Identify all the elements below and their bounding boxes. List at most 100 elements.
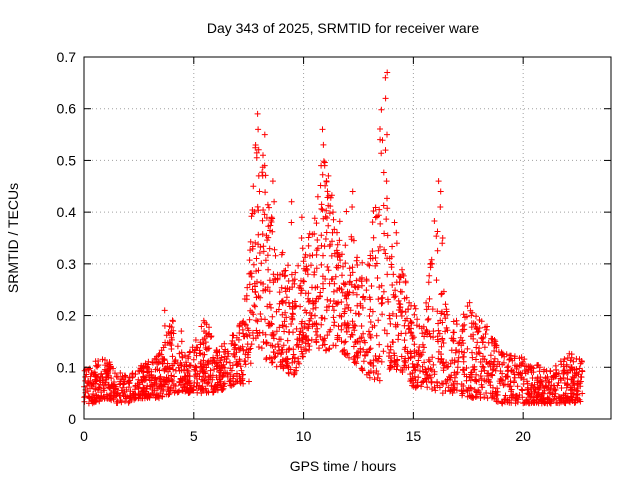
- data-point: [223, 359, 230, 365]
- data-point: [269, 313, 276, 320]
- data-point: [365, 261, 371, 268]
- data-point: [216, 359, 223, 366]
- data-point: [557, 358, 564, 365]
- data-point: [413, 349, 420, 356]
- data-point: [423, 376, 430, 383]
- data-point: [304, 271, 311, 278]
- data-point: [514, 383, 521, 390]
- data-point: [369, 255, 376, 262]
- data-point: [411, 302, 418, 309]
- data-point: [349, 204, 356, 210]
- data-point: [118, 376, 125, 382]
- data-point: [114, 390, 121, 397]
- data-point: [330, 209, 336, 216]
- data-point: [286, 329, 293, 335]
- data-point: [274, 276, 281, 283]
- data-point: [525, 366, 532, 373]
- data-point: [539, 379, 546, 385]
- data-point: [262, 316, 268, 323]
- data-point: [568, 390, 575, 397]
- data-point: [370, 357, 377, 364]
- data-point: [349, 264, 356, 271]
- data-point: [492, 388, 499, 395]
- data-point: [351, 327, 358, 334]
- data-point: [462, 314, 468, 321]
- data-point: [438, 291, 445, 298]
- data-point: [489, 367, 496, 374]
- data-point: [323, 229, 330, 236]
- data-point: [198, 364, 205, 371]
- data-point: [159, 393, 166, 400]
- data-point: [327, 298, 334, 304]
- data-point: [102, 357, 108, 363]
- data-point: [319, 336, 326, 343]
- data-point: [376, 206, 383, 213]
- data-point: [323, 307, 330, 314]
- data-point: [288, 198, 295, 205]
- data-point: [320, 337, 327, 344]
- data-point: [82, 377, 89, 384]
- data-point: [152, 392, 159, 399]
- data-point: [484, 373, 491, 379]
- data-point: [291, 304, 298, 311]
- data-point: [402, 344, 409, 351]
- data-point: [257, 279, 264, 286]
- data-point: [285, 262, 291, 269]
- data-point: [263, 355, 270, 361]
- data-point: [236, 373, 243, 380]
- data-point: [298, 214, 305, 221]
- data-point: [202, 385, 209, 392]
- data-point: [87, 385, 93, 392]
- data-point: [305, 242, 312, 249]
- data-point: [381, 230, 388, 237]
- data-point: [169, 353, 176, 360]
- data-point: [384, 232, 391, 239]
- data-point: [388, 253, 395, 260]
- data-point: [463, 365, 470, 371]
- data-point: [445, 384, 452, 391]
- data-point: [506, 356, 513, 363]
- data-point: [573, 355, 580, 362]
- data-point: [367, 331, 373, 338]
- y-tick-label: 0.3: [57, 256, 77, 272]
- data-point: [246, 270, 253, 277]
- data-point: [219, 364, 226, 370]
- data-point: [283, 294, 290, 301]
- data-point: [455, 340, 462, 347]
- data-point: [411, 311, 418, 318]
- data-point: [326, 303, 332, 310]
- data-point: [263, 215, 270, 221]
- data-point: [252, 303, 258, 310]
- data-point: [349, 269, 356, 276]
- data-point: [123, 386, 130, 393]
- data-point: [185, 379, 192, 386]
- data-point: [314, 193, 321, 200]
- data-point: [348, 281, 355, 288]
- data-point: [383, 178, 390, 185]
- data-point: [247, 345, 254, 352]
- data-point: [361, 352, 368, 358]
- data-point: [489, 393, 496, 400]
- data-point: [375, 371, 382, 377]
- data-point: [544, 373, 551, 380]
- data-point: [199, 383, 206, 390]
- data-point: [190, 356, 197, 363]
- data-point: [171, 389, 178, 396]
- data-point: [355, 284, 362, 291]
- data-point: [242, 358, 249, 365]
- data-point: [262, 189, 269, 196]
- data-point: [425, 303, 432, 310]
- data-point: [271, 354, 278, 361]
- data-point: [401, 337, 408, 344]
- data-point: [478, 375, 485, 382]
- data-point: [479, 363, 486, 370]
- data-point: [241, 333, 248, 340]
- data-point: [217, 367, 224, 374]
- data-point: [379, 299, 386, 306]
- data-point: [520, 400, 527, 407]
- data-point: [279, 358, 286, 365]
- data-point: [311, 269, 318, 276]
- data-point: [458, 388, 465, 395]
- data-point: [260, 243, 267, 250]
- data-point: [367, 345, 374, 352]
